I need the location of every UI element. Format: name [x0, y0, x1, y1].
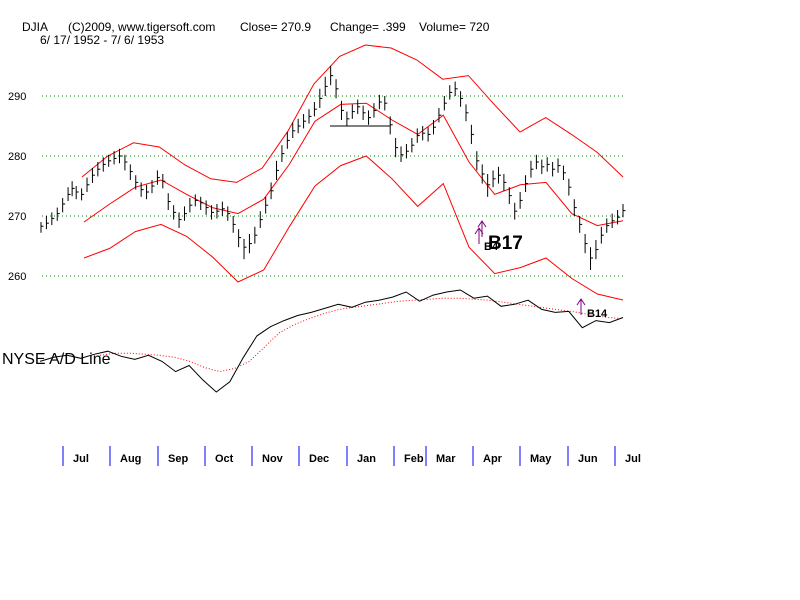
- price-gridlines: [42, 95, 623, 277]
- signal-b4-label: B4: [484, 241, 499, 253]
- y-tick-290: 290: [8, 91, 26, 103]
- month-axis: Jul Aug Sep Oct Nov Dec Jan Feb Mar Apr May Jun Jul: [62, 446, 641, 466]
- header-change: Change= .399: [330, 20, 406, 34]
- upper-band-group: [81, 44, 624, 183]
- signal-b17: B17: [477, 220, 523, 254]
- header-copyright: (C)2009, www.tigersoft.com: [68, 20, 215, 34]
- signal-b4: B4: [474, 227, 499, 253]
- price-bars-group: [40, 66, 626, 270]
- lower-band: [83, 155, 624, 301]
- month-label-may-10: May: [530, 453, 552, 465]
- month-label-aug-1: Aug: [120, 453, 141, 465]
- header-date-range: 6/ 17/ 1952 - 7/ 6/ 1953: [40, 33, 164, 47]
- month-label-jul-12: Jul: [625, 453, 641, 465]
- month-label-jun-11: Jun: [578, 453, 598, 465]
- y-tick-270: 270: [8, 211, 26, 223]
- month-label-feb-7: Feb: [404, 453, 424, 465]
- month-label-nov-4: Nov: [262, 453, 284, 465]
- ad-line: [39, 289, 624, 393]
- month-label-apr-9: Apr: [483, 453, 503, 465]
- upper-band: [81, 44, 624, 183]
- header-volume: Volume= 720: [419, 20, 490, 34]
- lower-band-group: [83, 155, 624, 301]
- moving-average: [83, 102, 624, 227]
- signal-b17-label: B17: [488, 233, 523, 254]
- header-close: Close= 270.9: [240, 20, 311, 34]
- month-label-oct-3: Oct: [215, 453, 234, 465]
- signal-b14-label: B14: [587, 308, 608, 320]
- month-label-mar-8: Mar: [436, 453, 456, 465]
- ad-line-group: [39, 289, 624, 393]
- price-y-ticks: 260 270 280 290: [8, 91, 26, 283]
- ad-moving-average-group: [99, 297, 624, 373]
- ad-line-label: NYSE A/D Line: [2, 351, 111, 368]
- month-label-sep-2: Sep: [168, 453, 188, 465]
- ad-moving-average: [99, 297, 624, 373]
- month-label-jan-6: Jan: [357, 453, 376, 465]
- month-label-dec-5: Dec: [309, 453, 329, 465]
- signal-b14: B14: [576, 298, 608, 320]
- month-label-jul-0: Jul: [73, 453, 89, 465]
- y-tick-280: 280: [8, 151, 26, 163]
- signal-b14-arrow-head: [576, 298, 586, 306]
- moving-average-group: [83, 102, 624, 227]
- signal-b17-arrow-head: [477, 220, 487, 228]
- header-symbol: DJIA: [22, 20, 48, 34]
- y-tick-260: 260: [8, 271, 26, 283]
